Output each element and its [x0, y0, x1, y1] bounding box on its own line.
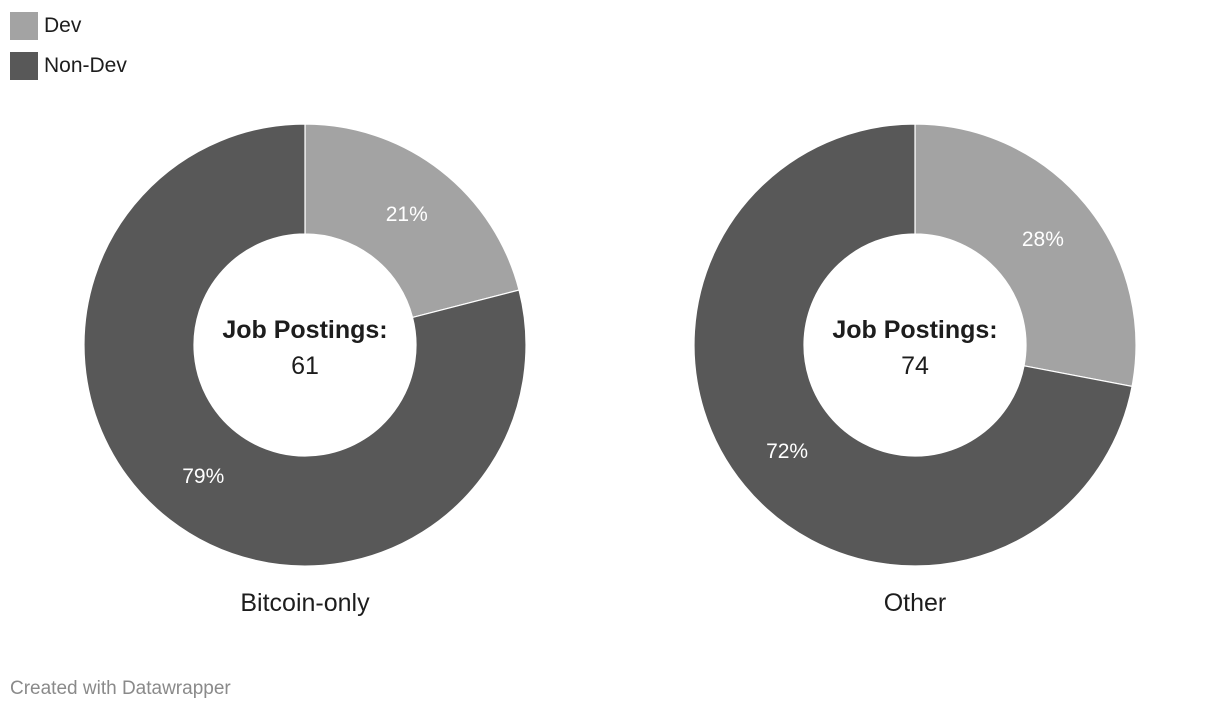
slice-label: 21%: [386, 203, 428, 226]
legend-swatch-non-dev: [10, 52, 38, 80]
chart-title: Other: [884, 589, 947, 617]
center-label: Job Postings:: [222, 316, 387, 344]
donut-chart-1: 28% 72% Job Postings: 74 Other: [693, 123, 1137, 617]
legend-label-dev: Dev: [44, 14, 82, 37]
slice-label: 28%: [1022, 228, 1064, 251]
slice-dev[interactable]: [304, 123, 520, 319]
slice-label: 72%: [766, 440, 808, 463]
chart-title: Bitcoin-only: [240, 589, 370, 617]
footer-credit: Created with Datawrapper: [10, 678, 231, 699]
legend-item-non-dev[interactable]: Non-Dev: [10, 52, 127, 80]
legend-label-non-dev: Non-Dev: [44, 54, 127, 77]
legend-item-dev[interactable]: Dev: [10, 12, 127, 40]
slice-non-dev[interactable]: [83, 123, 527, 567]
donut-chart-0: 21% 79% Job Postings: 61 Bitcoin-only: [83, 123, 527, 617]
slice-non-dev[interactable]: [693, 123, 1133, 567]
center-total: 74: [901, 352, 929, 380]
center-total: 61: [291, 352, 319, 380]
slice-label: 79%: [182, 465, 224, 488]
slice-dev[interactable]: [914, 123, 1137, 388]
center-label: Job Postings:: [832, 316, 997, 344]
legend-swatch-dev: [10, 12, 38, 40]
legend: Dev Non-Dev: [10, 12, 127, 92]
